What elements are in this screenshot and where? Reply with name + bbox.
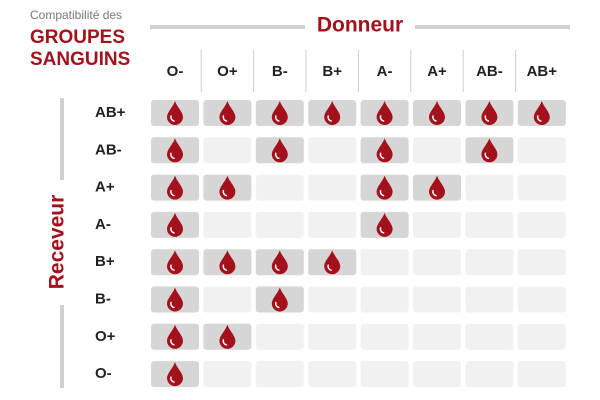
cell xyxy=(360,323,409,350)
drop-highlight xyxy=(222,115,228,122)
cell xyxy=(517,211,566,238)
cell xyxy=(255,323,304,350)
drop-highlight xyxy=(274,264,280,271)
cell xyxy=(413,323,461,350)
donor-group: AB+ xyxy=(527,63,558,80)
drop-highlight xyxy=(379,227,385,234)
drop-highlight xyxy=(536,115,542,122)
cell xyxy=(308,137,357,164)
cell xyxy=(465,174,514,201)
drop-highlight xyxy=(379,189,385,197)
cell xyxy=(308,361,357,388)
cell xyxy=(465,323,514,350)
drop-highlight xyxy=(170,301,175,309)
drop-highlight xyxy=(222,339,228,346)
cell xyxy=(413,286,461,313)
drop-highlight xyxy=(170,115,175,122)
donor-label: Donneur xyxy=(317,14,403,37)
cell xyxy=(203,211,252,238)
cell xyxy=(308,174,357,201)
drop-highlight xyxy=(222,189,228,197)
donor-group: B+ xyxy=(322,63,342,80)
donor-group: A- xyxy=(377,63,393,80)
receiver-group: O- xyxy=(95,365,112,382)
drop-highlight xyxy=(379,115,385,122)
cell xyxy=(308,286,357,313)
cell xyxy=(413,249,461,276)
receiver-group: B- xyxy=(95,290,111,307)
receiver-group: AB+ xyxy=(95,104,126,121)
cell xyxy=(465,249,514,276)
receiver-group: B+ xyxy=(95,253,115,270)
cell xyxy=(517,361,566,388)
cell xyxy=(465,361,514,388)
drop-highlight xyxy=(170,376,175,383)
cell xyxy=(413,137,461,164)
cell xyxy=(517,137,566,164)
drop-highlight xyxy=(432,189,437,197)
drop-highlight xyxy=(274,301,280,309)
cell xyxy=(203,137,252,164)
cell xyxy=(360,286,409,313)
drop-highlight xyxy=(170,264,175,271)
cell xyxy=(517,174,566,201)
cell xyxy=(465,286,514,313)
drop-highlight xyxy=(274,152,280,160)
cell xyxy=(255,361,304,388)
receiver-label: Receveur xyxy=(46,195,69,290)
cell xyxy=(255,211,304,238)
subtitle: Compatibilité des xyxy=(30,8,122,22)
donor-group: O+ xyxy=(217,63,238,80)
drop-highlight xyxy=(170,227,175,234)
drop-highlight xyxy=(432,115,437,122)
cell xyxy=(255,174,304,201)
receiver-group: AB- xyxy=(95,141,122,158)
cell xyxy=(308,211,357,238)
drop-highlight xyxy=(170,152,175,160)
drop-highlight xyxy=(170,339,175,346)
drop-highlight xyxy=(484,152,490,160)
cell xyxy=(308,323,357,350)
drop-highlight xyxy=(484,115,490,122)
title-line: SANGUINS xyxy=(30,49,130,70)
title-line: GROUPES xyxy=(30,27,125,48)
drop-highlight xyxy=(274,115,280,122)
receiver-group: O+ xyxy=(95,328,116,345)
cell xyxy=(203,361,252,388)
drop-highlight xyxy=(222,264,228,271)
receiver-group: A- xyxy=(95,216,111,233)
cell xyxy=(465,211,514,238)
drop-highlight xyxy=(327,264,332,271)
donor-group: AB- xyxy=(476,63,503,80)
cell xyxy=(517,249,566,276)
receiver-group: A+ xyxy=(95,179,115,196)
donor-group: O- xyxy=(167,63,184,80)
cell xyxy=(517,323,566,350)
cell xyxy=(203,286,252,313)
drop-highlight xyxy=(379,152,385,160)
cell xyxy=(413,211,461,238)
cell xyxy=(517,286,566,313)
drop-highlight xyxy=(327,115,332,122)
drop-highlight xyxy=(170,189,175,197)
donor-group: A+ xyxy=(427,63,447,80)
cell xyxy=(360,361,409,388)
cell xyxy=(360,249,409,276)
donor-group: B- xyxy=(272,63,288,80)
cell xyxy=(413,361,461,388)
